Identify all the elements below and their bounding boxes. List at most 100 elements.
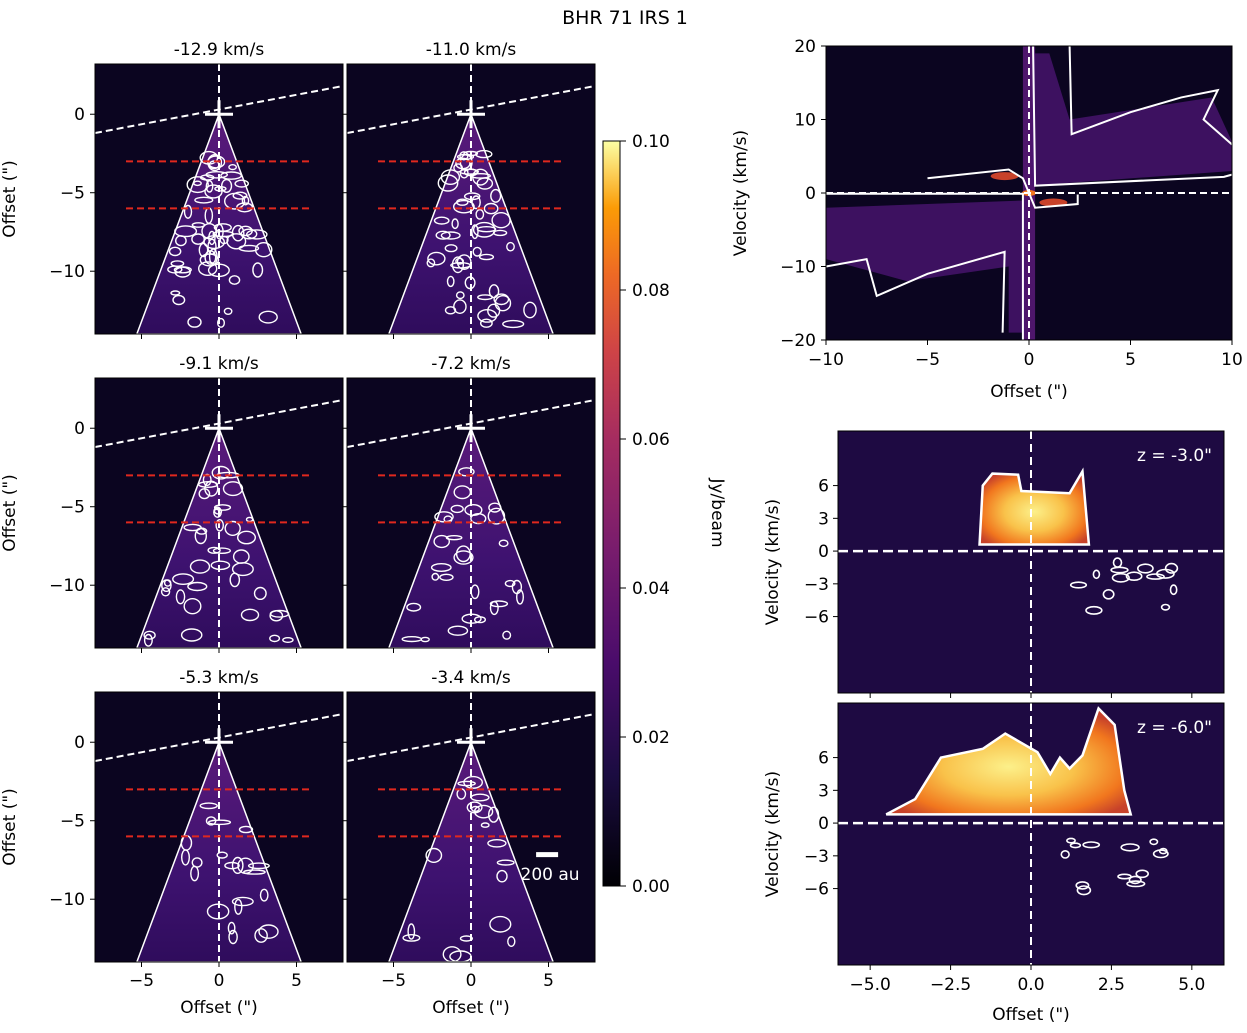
emission-contour (523, 301, 537, 319)
x-axis-label: Offset (") (432, 998, 510, 1018)
emission-contour (191, 857, 203, 868)
emission-contour (459, 168, 479, 175)
y-axis-label: Velocity (km/s) (763, 771, 783, 897)
emission-contour (183, 204, 193, 219)
emission-contour (427, 251, 446, 266)
emission-contour (476, 177, 494, 190)
x-tick-label: 0 (214, 971, 225, 991)
emission-contour (168, 246, 182, 257)
emission-contour (445, 534, 463, 541)
emission-contour (437, 174, 459, 192)
y-tick-label: 20 (794, 37, 816, 57)
emission-contour (402, 933, 421, 942)
emission-contour (183, 597, 202, 615)
emission-contour (240, 228, 258, 240)
contour (1068, 45, 1233, 146)
x-tick-label: −5 (381, 971, 406, 991)
emission-contour (253, 586, 267, 601)
blueshifted-contour (1102, 588, 1115, 600)
channel-maps: -12.9 km/s 0 −5 −10 Offset (") -11.0 km/s -9.1… (0, 40, 596, 1018)
emission-contour (170, 290, 181, 296)
emission-contour (231, 562, 254, 577)
emission-contour (224, 520, 241, 537)
emission-contour (212, 547, 231, 554)
blueshifted-contour (1169, 584, 1178, 596)
y-tick-label: 0 (805, 184, 816, 204)
emission-contour (247, 862, 270, 870)
blueshifted-contour (1112, 557, 1123, 568)
blueshifted-contour (1164, 562, 1179, 574)
panel-title: -12.9 km/s (174, 40, 265, 60)
cut-label: z = -6.0" (1137, 718, 1212, 738)
emission-contour (187, 581, 208, 592)
emission-contour (425, 847, 443, 864)
y-tick-label: 6 (818, 477, 829, 497)
x-tick-label: −5.0 (850, 975, 891, 995)
y-tick-label: 0 (74, 733, 85, 753)
y-axis-label: Velocity (km/s) (763, 499, 783, 625)
colorbar-tick-label: 0.08 (632, 281, 670, 301)
y-tick-label: −10 (780, 258, 816, 278)
x-tick-label: 0 (1024, 350, 1035, 370)
x-tick-label: 2.5 (1098, 975, 1125, 995)
blueshifted-contour (1156, 568, 1175, 579)
panel-title: -3.4 km/s (431, 668, 511, 688)
y-axis-label: Velocity (km/s) (731, 130, 751, 256)
blueshifted-contour (1126, 880, 1146, 888)
channel-map-panel: -12.9 km/s 0 −5 −10 Offset (") (0, 40, 344, 339)
blueshifted-contour (1137, 563, 1154, 574)
emission-contour (490, 188, 502, 203)
colorbar-tick-label: 0.02 (632, 728, 670, 748)
x-tick-label: −5 (129, 971, 154, 991)
contour (825, 250, 1006, 333)
emission-contour (472, 246, 482, 257)
pv-cut-panel: z = -6.0" 6 3 0 −3 −6 −5.0 −2.5 0.0 2.5 5.0 Velocit… (763, 702, 1225, 1025)
emission-contour (455, 291, 465, 300)
emission-contour (210, 560, 231, 571)
emission-contour (475, 208, 485, 220)
emission-contour (194, 196, 214, 204)
emission-contour (463, 192, 481, 201)
emission-contour (430, 562, 452, 572)
emission-contour (241, 195, 250, 206)
blueshifted-contour (1149, 838, 1159, 846)
redshifted-emission (885, 706, 1133, 816)
channel-map-panel: -9.1 km/s 0 −5 −10 Offset (") (0, 354, 344, 653)
y-tick-label: 0 (818, 542, 829, 562)
emission-contour (224, 861, 240, 870)
redshifted-emission (978, 467, 1091, 546)
y-tick-label: 10 (794, 111, 816, 131)
emission-contour (213, 504, 232, 511)
emission-contour (455, 545, 471, 563)
emission-contour (431, 572, 440, 581)
emission-contour (197, 261, 218, 277)
emission-contour (186, 176, 209, 194)
emission-redshifted (1031, 53, 1232, 186)
emission-contour (227, 921, 236, 935)
emission-contour (236, 202, 254, 213)
emission-contour (189, 559, 211, 574)
blueshifted-contour (1092, 569, 1101, 580)
emission-contour (215, 518, 224, 532)
y-axis-label: Offset (") (0, 788, 20, 866)
emission-contour (234, 179, 249, 188)
emission-contour (498, 539, 509, 548)
y-tick-label: −10 (49, 262, 85, 282)
emission-peak (990, 172, 1019, 181)
y-tick-label: −6 (804, 880, 829, 900)
contour (826, 192, 1024, 340)
emission-contour (223, 307, 233, 316)
emission-contour (451, 218, 459, 230)
emission-contour (439, 573, 454, 582)
emission-contour (220, 171, 243, 180)
blueshifted-contour (1120, 843, 1140, 852)
emission-contour (216, 851, 228, 859)
emission-contour (488, 806, 500, 823)
y-tick-label: 0 (74, 105, 85, 125)
contour (1032, 45, 1233, 187)
emission-contour (207, 546, 221, 554)
cut-label: z = -3.0" (1137, 446, 1212, 466)
emission-contour (187, 316, 202, 328)
emission-contour (231, 896, 254, 907)
